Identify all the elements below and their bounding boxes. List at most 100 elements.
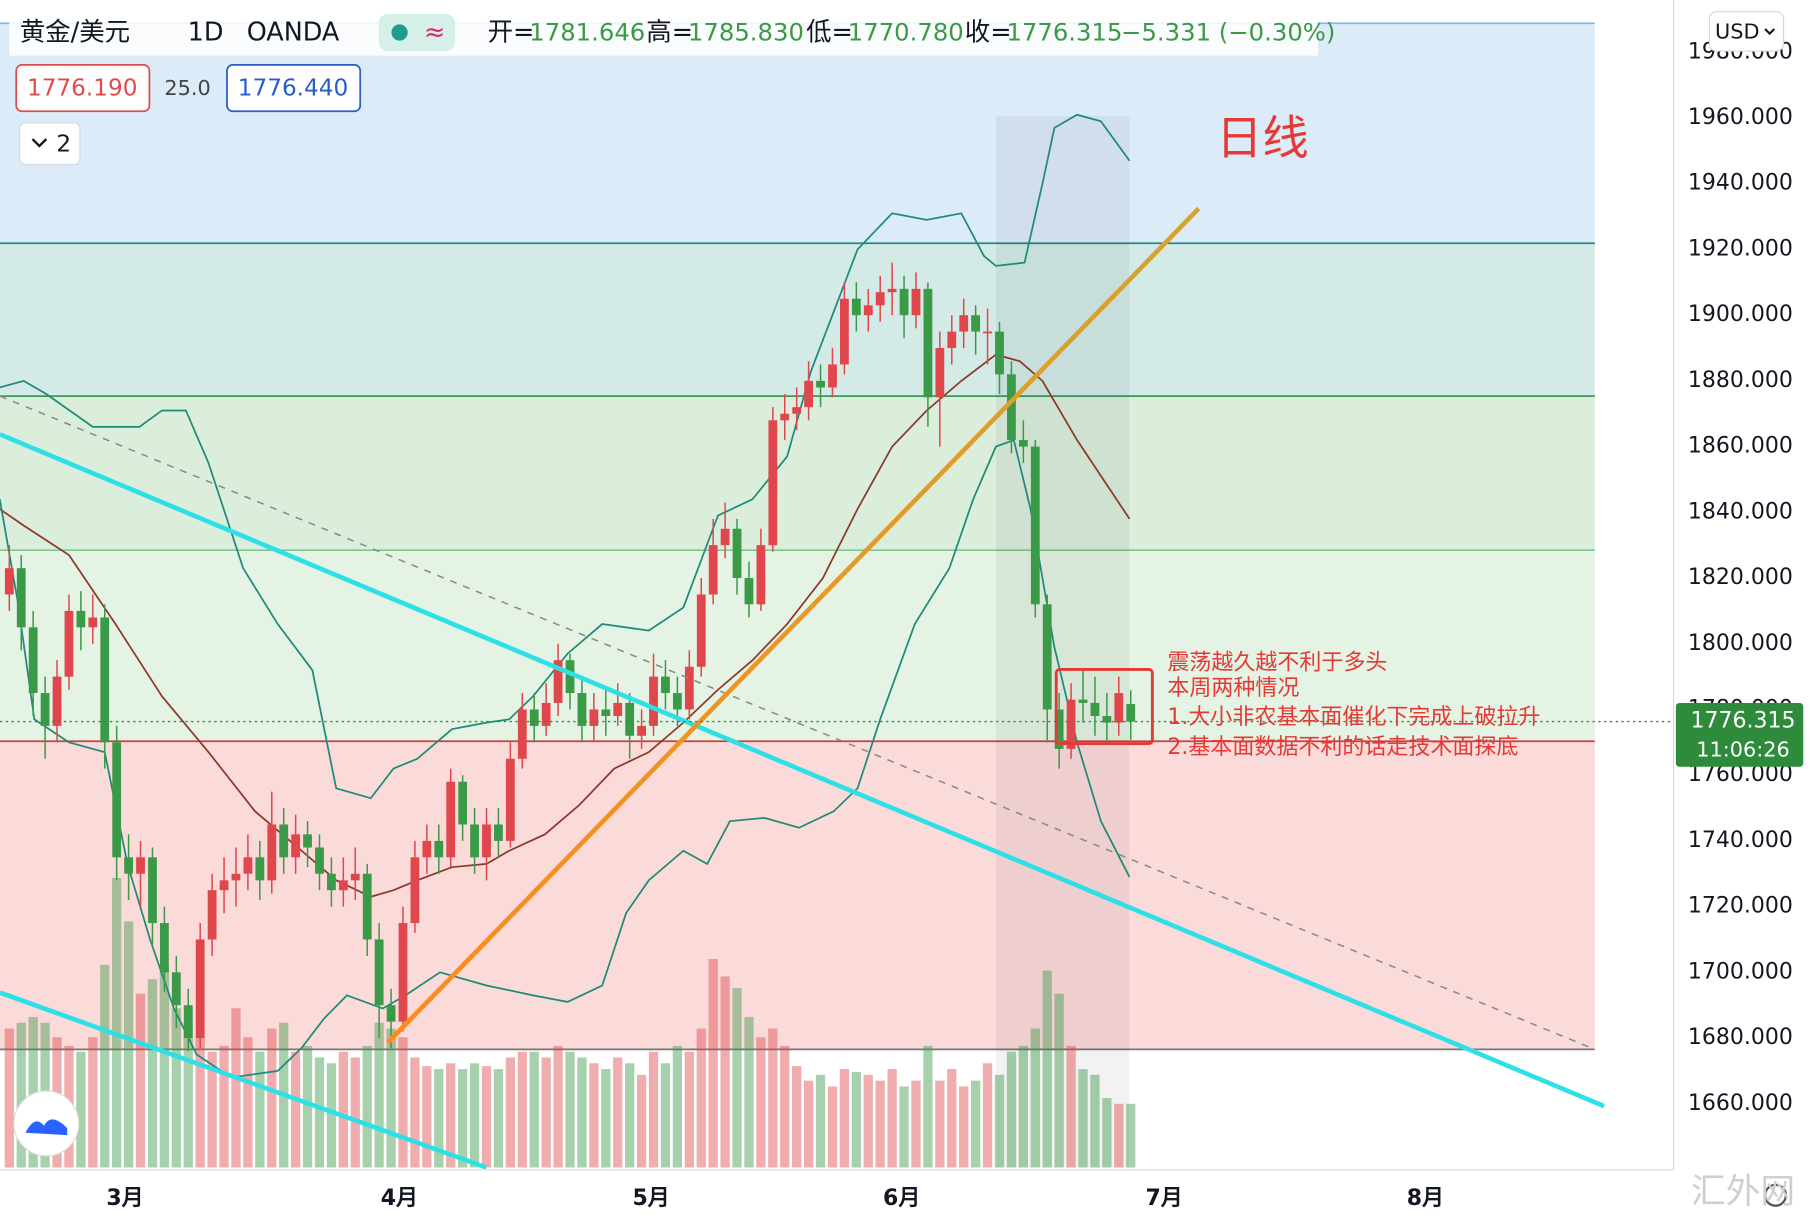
candle-body	[1078, 699, 1088, 703]
candle-body	[1018, 440, 1028, 447]
volume-bar	[613, 1057, 623, 1168]
ohlc-value: 1785.830	[688, 18, 804, 47]
currency[interactable]: USD	[1715, 19, 1760, 43]
volume-bar	[708, 959, 718, 1168]
volume-bar	[589, 1063, 599, 1168]
indicator-count[interactable]: 2	[56, 131, 71, 157]
candle-body	[1007, 374, 1016, 441]
candle-body	[649, 676, 658, 726]
candle-body	[756, 545, 766, 605]
candle-body	[171, 972, 181, 1006]
volume-bar	[290, 1051, 301, 1168]
volume-bar	[839, 1069, 850, 1168]
candle-body	[303, 834, 312, 848]
volume-bar	[350, 1057, 360, 1168]
candle-body	[40, 693, 50, 726]
status-icon: ≈	[424, 18, 445, 48]
volume-bar	[100, 964, 110, 1168]
candle-body	[374, 939, 384, 1006]
ohlc-label: 低=	[806, 18, 853, 48]
candle-body	[780, 413, 790, 421]
indicator-toggle[interactable]	[19, 122, 81, 166]
change: −5.331 (−0.30%)	[1121, 18, 1335, 47]
ohlc-value: 1770.780	[848, 18, 964, 47]
volume-bar	[135, 993, 146, 1168]
ask[interactable]: 1776.440	[238, 76, 349, 102]
volume-bar	[219, 1045, 229, 1168]
volume-bar	[971, 1080, 981, 1168]
ask-button[interactable]	[226, 64, 362, 113]
bid[interactable]: 1776.190	[27, 76, 138, 102]
candle-body	[899, 288, 909, 316]
volume-bar	[756, 1037, 766, 1168]
logo-mark	[25, 1119, 68, 1136]
candle-body	[816, 380, 825, 388]
trendline	[0, 432, 1605, 1109]
interval[interactable]: 1D	[188, 18, 224, 48]
candle-body	[76, 610, 86, 628]
status-pill[interactable]	[378, 13, 456, 52]
volume-bar	[338, 1051, 348, 1168]
candle-body	[911, 288, 921, 316]
candle-body	[708, 545, 718, 595]
chevron	[31, 138, 48, 148]
volume-bar	[1126, 1103, 1136, 1168]
candle-body	[4, 568, 14, 595]
volume-bar	[1018, 1045, 1028, 1168]
volume-bar	[1102, 1098, 1112, 1168]
volume-bar	[362, 1045, 372, 1168]
symbol[interactable]: 黄金/美元	[20, 18, 130, 48]
x-tick-label: 4月	[381, 1186, 418, 1211]
candle-body	[28, 627, 38, 694]
volume-bar	[577, 1057, 587, 1168]
y-tick-label: 1900.000	[1688, 302, 1793, 327]
candle-body	[971, 315, 981, 332]
x-tick-label: 6月	[883, 1186, 920, 1211]
x-tick-label: 7月	[1145, 1186, 1182, 1211]
y-tick-label: 1880.000	[1688, 368, 1793, 393]
candle-body	[613, 702, 623, 717]
volume-bar	[398, 1037, 408, 1168]
candle-body	[565, 660, 575, 694]
dashed-trendline	[0, 395, 1596, 1051]
volume-bar	[672, 1045, 683, 1168]
candle-body	[183, 1005, 193, 1039]
y-tick-label: 1860.000	[1688, 434, 1793, 459]
candle-body	[637, 725, 646, 736]
candle-body	[995, 331, 1004, 375]
volume-bar	[422, 1066, 432, 1168]
candle-body	[935, 348, 945, 398]
y-tick-label: 1940.000	[1688, 171, 1793, 196]
candle-body	[505, 758, 515, 841]
volume-bar	[982, 1063, 993, 1168]
currency-button[interactable]	[1708, 11, 1785, 52]
candle-body	[589, 709, 599, 726]
candle-body	[744, 578, 754, 605]
candle-body	[136, 857, 145, 874]
volume-bar	[147, 979, 158, 1168]
annotation: 日线	[1216, 111, 1309, 165]
trendline	[0, 990, 488, 1170]
candle-body	[494, 824, 503, 841]
candle-body	[327, 873, 336, 891]
volume-bar	[994, 1074, 1005, 1168]
bid-button[interactable]	[15, 64, 151, 113]
volume-bar	[76, 1051, 86, 1168]
countdown: 11:06:26	[1696, 738, 1790, 762]
candle-body	[1054, 709, 1064, 749]
volume-bar	[1006, 1051, 1017, 1168]
volume-bar	[195, 1037, 205, 1168]
volume-bar	[541, 1057, 551, 1168]
volume-bar	[493, 1069, 504, 1168]
candle-body	[446, 781, 456, 858]
volume-bar	[1114, 1103, 1124, 1168]
volume-bar	[601, 1069, 611, 1168]
volume-bar	[386, 1028, 396, 1168]
volume-bar	[780, 1045, 790, 1168]
settings-icon[interactable]	[1763, 1183, 1788, 1207]
status-dot	[391, 24, 408, 41]
volume-bar	[326, 1063, 337, 1168]
candle-body	[410, 857, 420, 924]
x-tick-label: 3月	[106, 1186, 143, 1211]
y-tick-label: 1820.000	[1688, 565, 1793, 590]
